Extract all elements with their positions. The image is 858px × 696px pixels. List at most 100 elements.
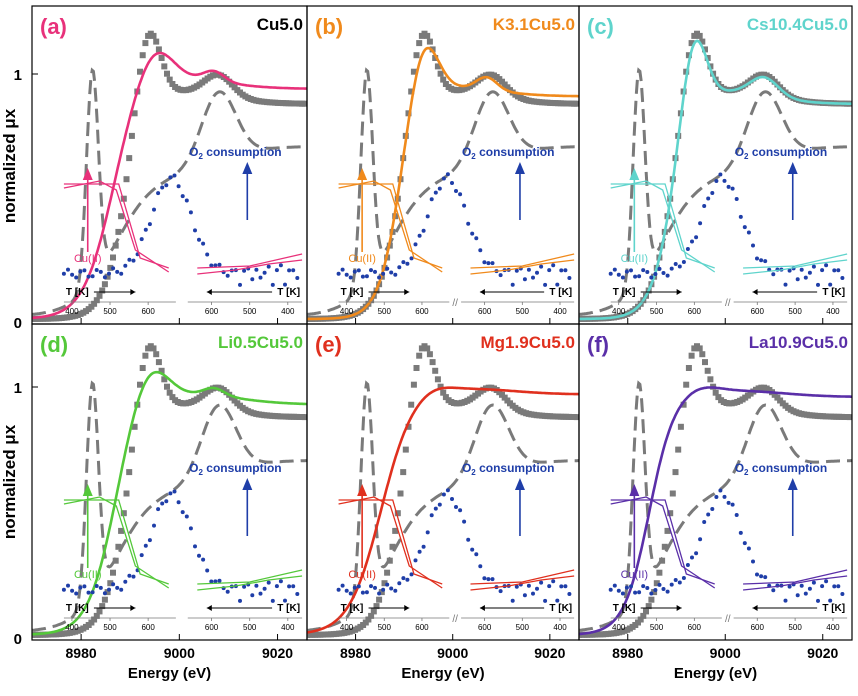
o2-point bbox=[531, 591, 535, 596]
reference-square bbox=[107, 264, 114, 271]
y-tick-label-1: 1 bbox=[14, 67, 22, 84]
x-tick-label: 8980 bbox=[612, 645, 643, 661]
reference-square bbox=[683, 381, 690, 388]
reference-square bbox=[161, 376, 168, 383]
temperature-tick-label: 400 bbox=[65, 307, 79, 316]
reference-square bbox=[120, 510, 127, 517]
o2-point bbox=[266, 580, 271, 585]
o2-point bbox=[543, 282, 548, 287]
o2-point bbox=[608, 587, 613, 592]
o2-point bbox=[405, 261, 410, 266]
o2-point bbox=[295, 276, 300, 280]
o2-arrow-head bbox=[787, 478, 798, 490]
temperature-tick-label: 500 bbox=[788, 307, 802, 316]
o2-point bbox=[160, 185, 165, 190]
o2-point bbox=[94, 584, 99, 588]
o2-point bbox=[102, 275, 107, 280]
temperature-tick-label: 400 bbox=[340, 307, 354, 316]
temperature-label-right: T [K] bbox=[549, 603, 572, 614]
o2-point bbox=[98, 585, 103, 590]
reference-square bbox=[416, 40, 423, 47]
reference-square bbox=[712, 389, 719, 396]
reference-square bbox=[643, 608, 649, 615]
reference-square bbox=[667, 510, 674, 517]
o2-point bbox=[698, 537, 703, 542]
o2-point bbox=[702, 204, 707, 208]
o2-point bbox=[547, 584, 552, 589]
reference-square bbox=[101, 596, 108, 603]
o2-point bbox=[254, 267, 259, 272]
reference-square bbox=[648, 596, 655, 603]
heating-arrow-head bbox=[130, 605, 136, 611]
o2-point bbox=[115, 269, 120, 274]
reference-square bbox=[680, 401, 687, 408]
o2-point bbox=[653, 588, 658, 592]
reference-square bbox=[126, 155, 133, 162]
cu-ii-line-right-b bbox=[470, 575, 575, 591]
o2-point bbox=[803, 591, 808, 596]
o2-point bbox=[421, 228, 426, 233]
o2-point bbox=[409, 572, 414, 577]
reference-square bbox=[123, 176, 130, 183]
heating-arrow-head bbox=[404, 289, 410, 295]
o2-point bbox=[539, 580, 544, 585]
reference-square bbox=[153, 38, 160, 45]
cu-ii-line-right-b bbox=[470, 259, 575, 275]
panel-f: Cu(II) O2 consumption T [K] T [K] // 400 500 60… bbox=[578, 323, 853, 682]
temperature-tick-label: 500 bbox=[103, 623, 117, 632]
temperature-label-left: T [K] bbox=[341, 603, 364, 614]
o2-point bbox=[385, 266, 390, 271]
reference-square bbox=[104, 589, 111, 596]
heating-arrow-head bbox=[404, 605, 410, 611]
o2-point bbox=[123, 579, 128, 584]
o2-point bbox=[661, 587, 666, 591]
reference-square bbox=[685, 52, 692, 59]
reference-square bbox=[120, 195, 127, 202]
o2-point bbox=[360, 590, 365, 595]
reference-square bbox=[702, 46, 708, 53]
x-tick-label: 9000 bbox=[710, 645, 741, 661]
o2-point bbox=[783, 282, 788, 287]
reference-square bbox=[408, 401, 415, 408]
o2-point bbox=[641, 584, 646, 589]
reference-square bbox=[373, 603, 380, 610]
o2-consumption-points bbox=[61, 173, 300, 287]
cu-ii-line-right-b bbox=[743, 259, 848, 275]
o2-point bbox=[763, 259, 768, 264]
o2-point bbox=[710, 507, 715, 511]
cu-ii-arrow-head bbox=[357, 484, 368, 496]
reference-square bbox=[432, 55, 439, 61]
o2-point bbox=[828, 282, 833, 287]
o2-point bbox=[514, 584, 519, 589]
reference-square bbox=[142, 40, 149, 47]
o2-point bbox=[90, 274, 95, 279]
o2-point bbox=[213, 579, 218, 584]
cu-ii-label: Cu(II) bbox=[74, 569, 102, 581]
reference-square bbox=[150, 345, 157, 352]
o2-point bbox=[131, 258, 136, 263]
o2-point bbox=[360, 274, 365, 279]
o2-point bbox=[702, 520, 707, 524]
o2-point bbox=[184, 514, 189, 519]
reference-square bbox=[93, 297, 100, 304]
panel-letter: (a) bbox=[40, 14, 67, 39]
o2-point bbox=[486, 577, 491, 582]
o2-point bbox=[653, 272, 658, 276]
o2-point bbox=[156, 191, 161, 196]
o2-point bbox=[209, 263, 214, 268]
o2-point bbox=[755, 572, 759, 577]
temperature-label-right: T [K] bbox=[277, 603, 300, 614]
o2-point bbox=[694, 235, 699, 240]
o2-point bbox=[344, 272, 349, 277]
reference-square bbox=[437, 70, 444, 77]
o2-point bbox=[242, 268, 247, 273]
reference-square bbox=[661, 543, 668, 550]
reference-square bbox=[397, 490, 404, 497]
panel-title: Cu5.0 bbox=[257, 15, 303, 34]
reference-square bbox=[101, 281, 108, 288]
reference-square bbox=[107, 580, 114, 587]
o2-point bbox=[172, 489, 177, 494]
cooling-arrow-head bbox=[752, 605, 758, 611]
sample-line bbox=[579, 386, 852, 636]
o2-consumption-points bbox=[608, 172, 845, 287]
